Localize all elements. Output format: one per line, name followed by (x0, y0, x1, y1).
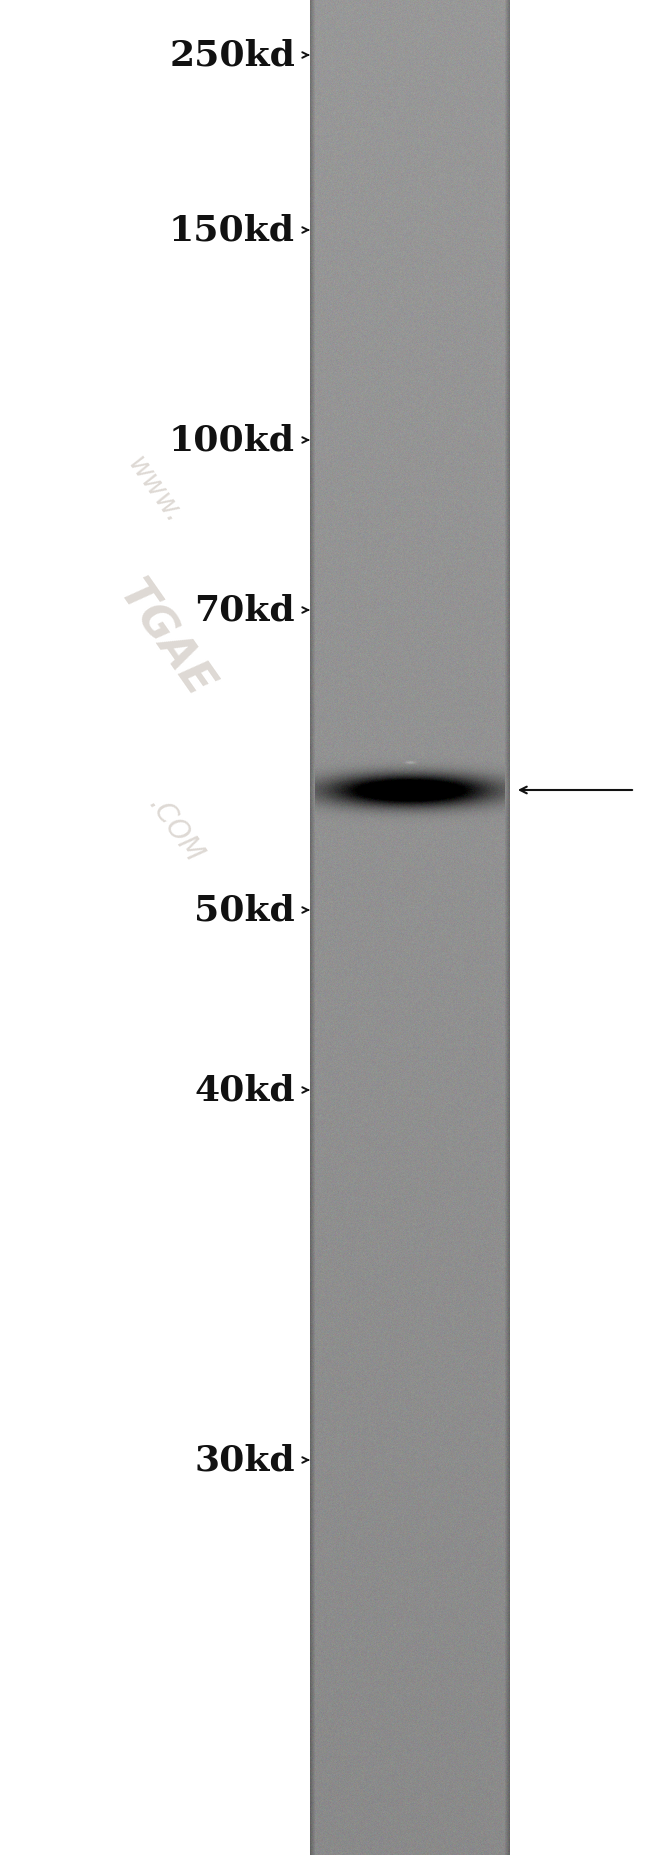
Text: 50kd: 50kd (194, 892, 295, 928)
Text: 150kd: 150kd (169, 213, 295, 247)
Text: TGAE: TGAE (110, 573, 220, 707)
Text: 100kd: 100kd (169, 423, 295, 456)
Text: 70kd: 70kd (194, 594, 295, 627)
Text: 30kd: 30kd (194, 1443, 295, 1477)
Text: www.: www. (122, 451, 188, 529)
Text: 40kd: 40kd (194, 1072, 295, 1107)
Text: .COM: .COM (142, 792, 208, 868)
Text: 250kd: 250kd (169, 37, 295, 72)
